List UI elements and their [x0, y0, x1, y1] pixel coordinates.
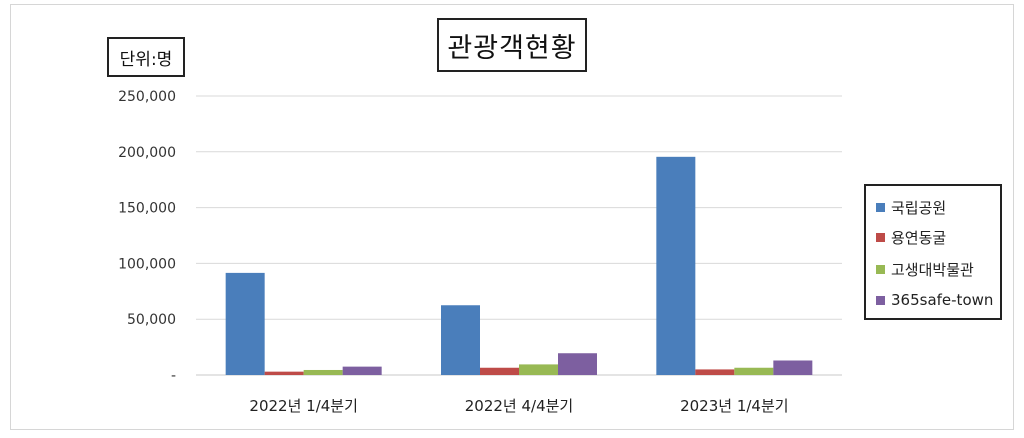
bar [480, 367, 519, 375]
legend-swatch [876, 295, 885, 305]
legend-label: 고생대박물관 [891, 260, 974, 279]
legend-item: 국립공원 [876, 196, 946, 218]
legend-swatch [876, 264, 885, 274]
bar [225, 272, 265, 375]
unit-label: 단위:명 [107, 37, 185, 77]
legend-item: 고생대박물관 [876, 258, 974, 280]
legend-label: 용연동굴 [891, 228, 947, 247]
legend-item: 용연동굴 [876, 226, 946, 248]
legend-swatch [876, 232, 885, 242]
x-tick-label: 2023년 1/4분기 [680, 397, 788, 415]
y-tick-label: 200,000 [118, 145, 176, 161]
bar [773, 360, 813, 375]
chart-legend: 국립공원 용연동굴 고생대박물관 365safe-town [864, 184, 1002, 320]
bar [303, 369, 343, 375]
bar [342, 366, 382, 375]
legend-item: 365safe-town [876, 289, 993, 311]
x-tick-label: 2022년 1/4분기 [249, 397, 357, 415]
y-tick-label: 100,000 [118, 256, 176, 272]
chart-title: 관광객현황 [437, 18, 587, 72]
bar [264, 371, 304, 375]
bar [558, 353, 597, 375]
x-tick-label: 2022년 4/4분기 [465, 397, 573, 415]
legend-swatch [876, 202, 885, 212]
y-tick-label: 250,000 [118, 89, 176, 105]
y-tick-label: - [171, 368, 176, 384]
bar [695, 369, 735, 375]
legend-label: 365safe-town [891, 291, 994, 309]
bar [519, 364, 558, 375]
legend-label: 국립공원 [891, 198, 947, 217]
y-tick-label: 50,000 [127, 312, 176, 328]
y-tick-label: 150,000 [118, 201, 176, 217]
bar [734, 367, 774, 375]
bar [441, 305, 480, 375]
bar [656, 156, 696, 375]
